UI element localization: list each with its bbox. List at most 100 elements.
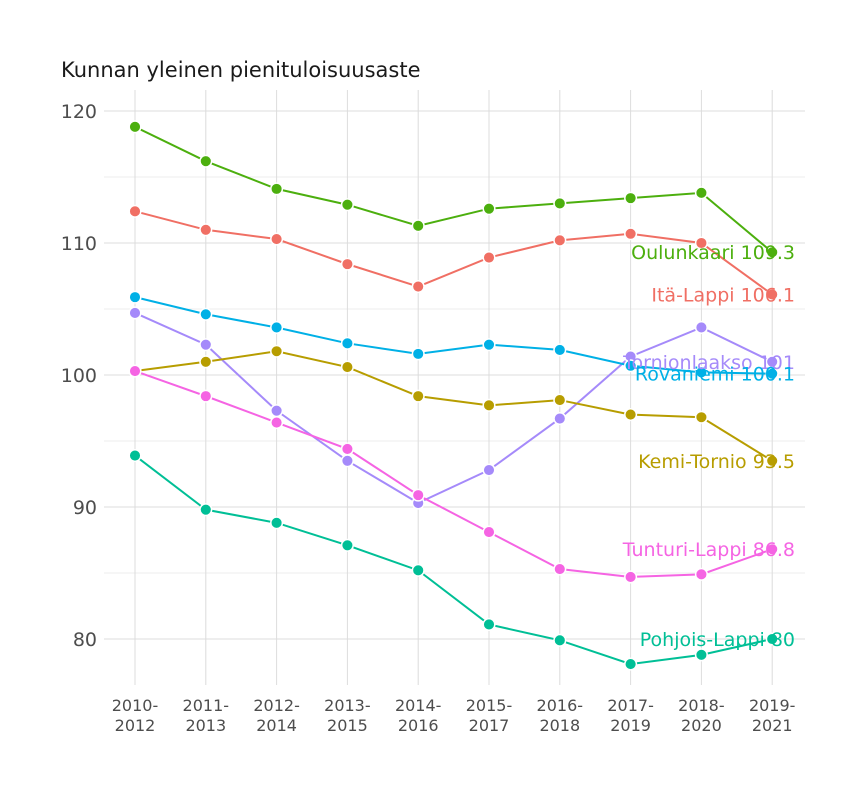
- data-point: [128, 306, 142, 320]
- series-rovaniemi: [128, 290, 779, 381]
- data-point: [482, 398, 496, 412]
- data-point: [340, 442, 354, 456]
- data-point: [624, 359, 638, 373]
- data-point: [553, 393, 567, 407]
- data-point: [340, 454, 354, 468]
- data-point: [411, 389, 425, 403]
- data-point: [340, 360, 354, 374]
- end-label: Tunturi-Lappi 86.8: [622, 539, 795, 561]
- end-label: Oulunkaari 109.3: [631, 242, 795, 264]
- data-point: [199, 223, 213, 237]
- y-axis-ticks: 80 90 100 110 120: [61, 101, 97, 651]
- end-labels: Oulunkaari 109.3 Itä-Lappi 106.1 Tornionla…: [622, 242, 795, 651]
- data-point: [482, 525, 496, 539]
- data-point: [765, 632, 779, 646]
- y-tick-label: 90: [73, 497, 97, 519]
- data-point: [270, 404, 284, 418]
- series-tornionlaakso: [128, 306, 779, 510]
- y-tick-label: 80: [73, 629, 97, 651]
- y-tick-label: 110: [61, 233, 97, 255]
- data-point: [270, 516, 284, 530]
- series-line: [134, 125, 773, 254]
- data-point: [199, 307, 213, 321]
- series-line: [134, 350, 773, 462]
- end-label: Rovaniemi 100.1: [635, 364, 795, 386]
- data-point: [694, 365, 708, 379]
- data-point: [482, 250, 496, 265]
- series-pohjois-lappi: [128, 448, 779, 671]
- data-point: [411, 219, 425, 233]
- data-point: [128, 364, 142, 378]
- x-tick-label: 2014-2016: [395, 696, 442, 735]
- data-point: [553, 633, 567, 647]
- data-point: [482, 463, 496, 477]
- data-point: [694, 567, 708, 581]
- series-tunturi-lappi: [128, 364, 779, 584]
- x-tick-label: 2010-2012: [112, 696, 159, 735]
- data-point: [765, 367, 779, 381]
- x-tick-label: 2012-2014: [253, 696, 300, 735]
- data-point: [624, 408, 638, 422]
- data-point: [624, 227, 638, 241]
- data-point: [270, 344, 284, 358]
- end-label: Kemi-Tornio 93.5: [638, 451, 795, 473]
- series-line: [134, 312, 773, 505]
- data-point: [482, 202, 496, 216]
- data-point: [553, 343, 567, 357]
- data-point: [765, 245, 779, 259]
- data-point: [765, 454, 779, 468]
- data-point: [694, 648, 708, 662]
- data-point: [270, 415, 284, 430]
- data-point: [199, 389, 213, 403]
- series-line: [134, 370, 773, 578]
- series-group: [128, 120, 779, 671]
- data-point: [128, 120, 142, 134]
- data-point: [694, 186, 708, 200]
- series-line: [134, 296, 773, 375]
- data-point: [411, 563, 425, 577]
- data-point: [553, 412, 567, 426]
- data-point: [765, 542, 779, 556]
- x-tick-label: 2011-2013: [183, 696, 230, 735]
- x-tick-label: 2018-2020: [678, 696, 725, 735]
- series-kemi-tornio: [128, 344, 779, 468]
- data-point: [340, 198, 354, 212]
- data-point: [624, 570, 638, 584]
- x-tick-label: 2013-2015: [324, 696, 371, 735]
- data-point: [270, 232, 284, 246]
- data-point: [411, 488, 425, 502]
- end-label: Itä-Lappi 106.1: [651, 284, 795, 306]
- end-label: Tornionlaakso 101: [622, 352, 795, 374]
- data-point: [694, 236, 708, 250]
- data-point: [482, 338, 496, 352]
- grid: [104, 90, 805, 685]
- series-line: [134, 210, 773, 296]
- data-point: [199, 503, 213, 517]
- data-point: [553, 233, 567, 247]
- data-point: [270, 320, 284, 335]
- data-point: [199, 338, 213, 352]
- data-point: [340, 257, 354, 271]
- series-line: [134, 454, 773, 666]
- series-itä-lappi: [128, 204, 779, 302]
- x-tick-label: 2017-2019: [607, 696, 654, 735]
- end-label: Pohjois-Lappi 80: [640, 629, 795, 651]
- data-point: [411, 280, 425, 294]
- data-point: [270, 182, 284, 196]
- x-tick-label: 2016-2018: [537, 696, 584, 735]
- data-point: [694, 410, 708, 424]
- data-point: [340, 538, 354, 552]
- data-point: [199, 154, 213, 168]
- data-point: [624, 657, 638, 671]
- series-oulunkaari: [128, 120, 779, 259]
- x-axis-ticks: 2010-2012 2011-2013 2012-2014 2013-2015 2014…: [112, 696, 796, 735]
- data-point: [694, 320, 708, 335]
- data-point: [128, 204, 142, 218]
- data-point: [765, 287, 779, 302]
- data-point: [199, 355, 213, 369]
- data-point: [128, 448, 142, 463]
- data-point: [482, 617, 496, 632]
- chart-title: Kunnan yleinen pienituloisuusaste: [61, 58, 421, 82]
- data-point: [128, 290, 142, 304]
